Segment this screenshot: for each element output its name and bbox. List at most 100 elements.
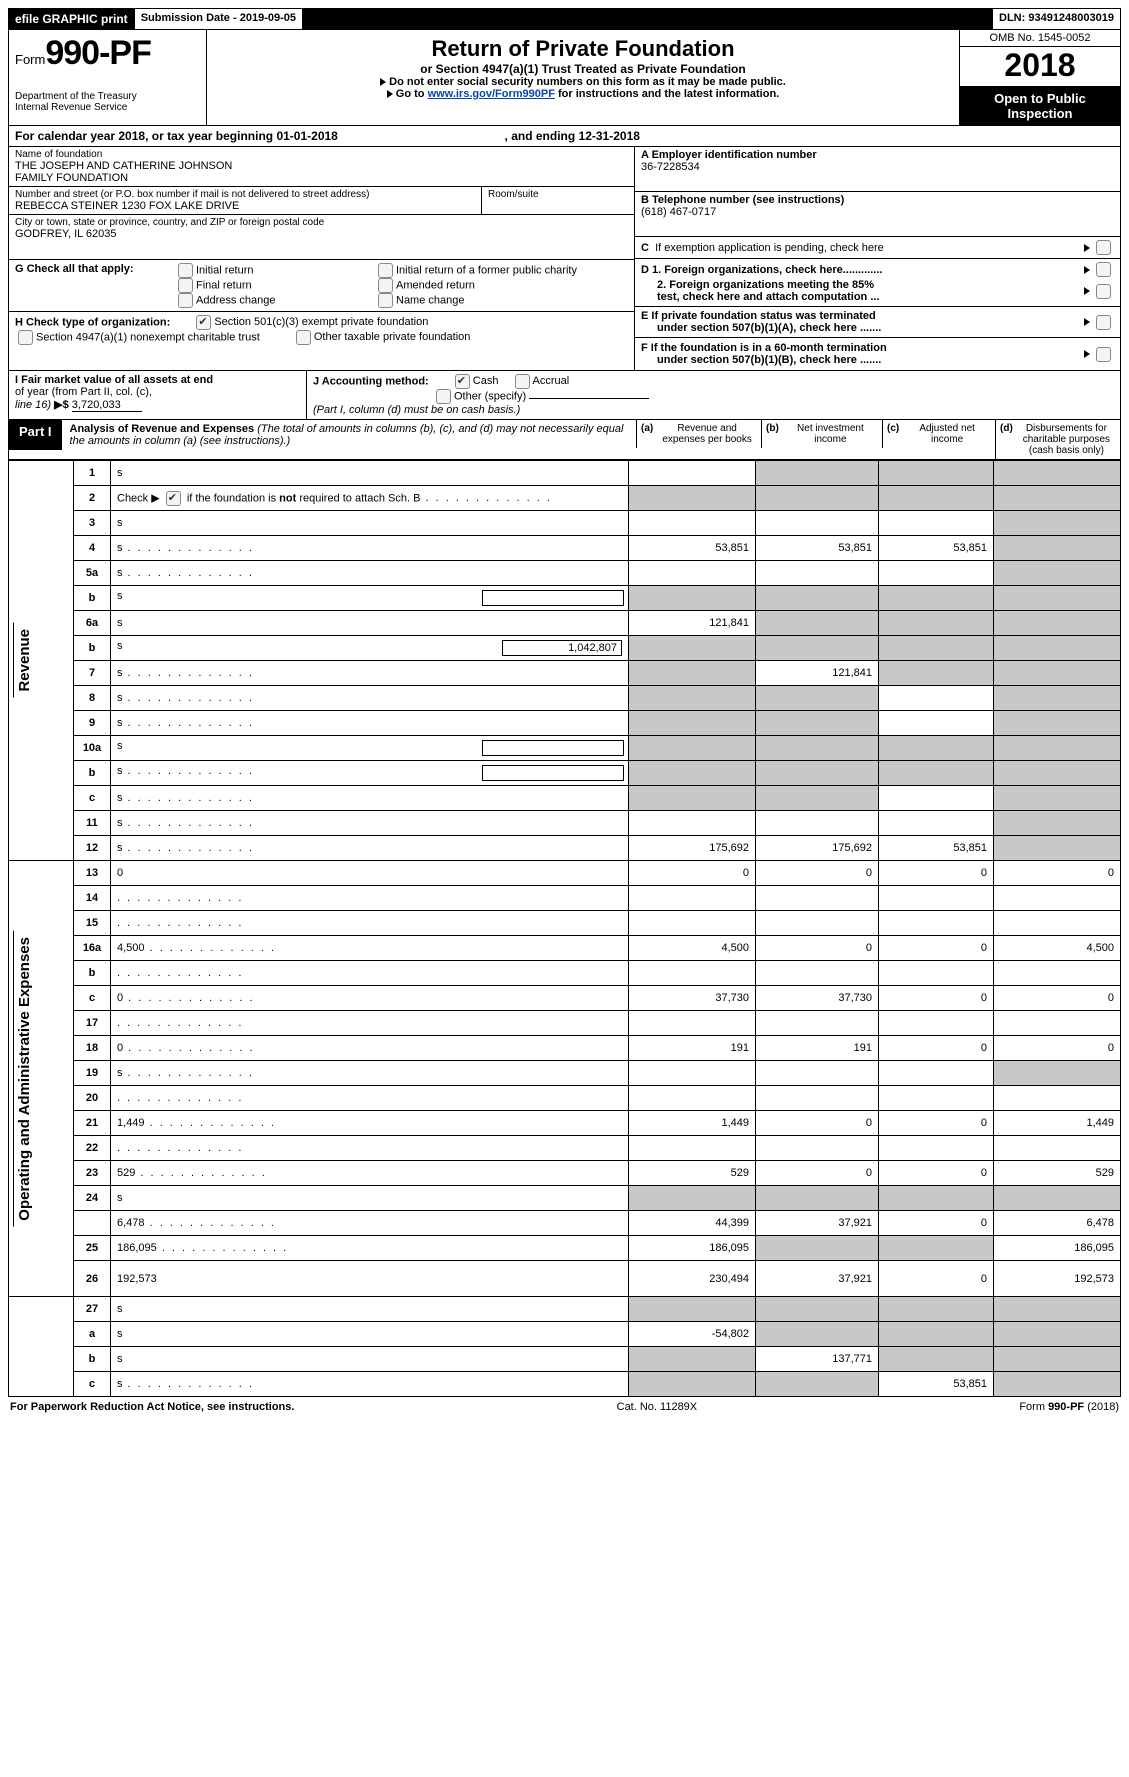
ij-row: I Fair market value of all assets at end… <box>9 370 1120 420</box>
table-row: 2352952900529 <box>9 1161 1120 1186</box>
chk-name-change[interactable] <box>378 293 393 308</box>
dln-cell: DLN: 93491248003019 <box>993 9 1120 29</box>
table-row: bs <box>9 586 1120 611</box>
c-cell: C If exemption application is pending, c… <box>635 237 1120 259</box>
i-line3-pre: line 16) <box>15 399 54 411</box>
cell-shaded <box>994 811 1121 836</box>
cell-shaded <box>629 1186 756 1211</box>
arrow-icon <box>387 90 393 98</box>
row-desc: s <box>111 611 629 636</box>
chk-d1[interactable] <box>1096 262 1111 277</box>
room-cell: Room/suite <box>481 187 634 215</box>
cell-shaded <box>994 1372 1121 1397</box>
cell-shaded <box>879 486 994 511</box>
cell-value: 0 <box>994 861 1121 886</box>
cell-value: 529 <box>994 1161 1121 1186</box>
cell-value: 0 <box>994 1036 1121 1061</box>
footer: For Paperwork Reduction Act Notice, see … <box>8 1397 1121 1413</box>
chk-e[interactable] <box>1096 315 1111 330</box>
table-row: 19s <box>9 1061 1120 1086</box>
chk-amended[interactable] <box>378 278 393 293</box>
row-num: 9 <box>74 711 111 736</box>
row-num: 4 <box>74 536 111 561</box>
cell-shaded <box>994 486 1121 511</box>
irs-link[interactable]: www.irs.gov/Form990PF <box>428 88 555 100</box>
cell-value <box>756 886 879 911</box>
chk-501c3[interactable] <box>196 315 211 330</box>
cell-value: 44,399 <box>629 1211 756 1236</box>
row-desc <box>111 1136 629 1161</box>
room-label: Room/suite <box>488 189 628 200</box>
table-row: 7s121,841 <box>9 661 1120 686</box>
table-row: 12s175,692175,69253,851 <box>9 836 1120 861</box>
cell-value: 0 <box>879 1261 994 1297</box>
table-row: 11s <box>9 811 1120 836</box>
cell-shaded <box>879 636 994 661</box>
table-row: 27s <box>9 1297 1120 1322</box>
submission-label: Submission Date - <box>141 12 240 24</box>
row-num: 12 <box>74 836 111 861</box>
row-num: 13 <box>74 861 111 886</box>
cell-value <box>879 1136 994 1161</box>
row-num: 26 <box>74 1261 111 1297</box>
cell-value <box>879 786 994 811</box>
footer-right: Form 990-PF (2018) <box>1019 1401 1119 1413</box>
table-row: 25186,095186,095186,095 <box>9 1236 1120 1261</box>
row-desc: 529 <box>111 1161 629 1186</box>
dln-value: 93491248003019 <box>1028 12 1114 24</box>
colD-t: Disbursements for charitable purposes (c… <box>1017 423 1116 456</box>
chk-initial-former[interactable] <box>378 263 393 278</box>
note1: Do not enter social security numbers on … <box>389 76 786 88</box>
chk-initial-return[interactable] <box>178 263 193 278</box>
chk-4947a1[interactable] <box>18 330 33 345</box>
chk-d2[interactable] <box>1096 284 1111 299</box>
name-cell: Name of foundation THE JOSEPH AND CATHER… <box>9 147 634 187</box>
footer-right-post: (2018) <box>1084 1401 1119 1413</box>
cell-shaded <box>994 586 1121 611</box>
chk-address-change[interactable] <box>178 293 193 308</box>
row-desc <box>111 911 629 936</box>
chk-other-taxable[interactable] <box>296 330 311 345</box>
row-num: c <box>74 786 111 811</box>
row-num: 19 <box>74 1061 111 1086</box>
header-right: OMB No. 1545-0052 2018 Open to Public In… <box>960 30 1120 125</box>
chk-final-return[interactable] <box>178 278 193 293</box>
j-accrual: Accrual <box>533 375 570 387</box>
row-desc: s <box>111 736 629 761</box>
cell-value: 0 <box>756 1161 879 1186</box>
chk-cash[interactable] <box>455 374 470 389</box>
footer-mid: Cat. No. 11289X <box>617 1401 698 1413</box>
info-grid: Name of foundation THE JOSEPH AND CATHER… <box>9 147 1120 370</box>
arrow-icon <box>380 78 386 86</box>
cell-shaded <box>994 1322 1121 1347</box>
topbar-spacer <box>303 9 993 29</box>
cell-shaded <box>629 586 756 611</box>
cell-value <box>879 1011 994 1036</box>
chk-schb[interactable] <box>166 491 181 506</box>
d2b: test, check here and attach computation … <box>657 291 880 303</box>
row-desc: Check ▶ if the foundation is not require… <box>111 486 629 511</box>
table-row: b <box>9 961 1120 986</box>
table-row: 20 <box>9 1086 1120 1111</box>
arrow-icon <box>1084 350 1090 358</box>
cell-shaded <box>994 1347 1121 1372</box>
cell-value <box>756 1086 879 1111</box>
chk-f[interactable] <box>1096 347 1111 362</box>
form-container: efile GRAPHIC print Submission Date - 20… <box>8 8 1121 1397</box>
cell-value: 186,095 <box>994 1236 1121 1261</box>
row-desc: s <box>111 686 629 711</box>
cell-value <box>629 1061 756 1086</box>
cell-shaded <box>756 586 879 611</box>
row-desc: 1,449 <box>111 1111 629 1136</box>
cell-shaded <box>879 1236 994 1261</box>
j-note: (Part I, column (d) must be on cash basi… <box>313 404 520 416</box>
chk-other-method[interactable] <box>436 389 451 404</box>
form-title: Return of Private Foundation <box>213 36 953 62</box>
chk-c[interactable] <box>1096 240 1111 255</box>
chk-accrual[interactable] <box>515 374 530 389</box>
cell-shaded <box>756 736 879 761</box>
g-opt1: Initial return <box>196 264 253 276</box>
cell-value: 0 <box>879 1161 994 1186</box>
colA-t: Revenue and expenses per books <box>657 423 757 445</box>
cell-value: 0 <box>756 1111 879 1136</box>
